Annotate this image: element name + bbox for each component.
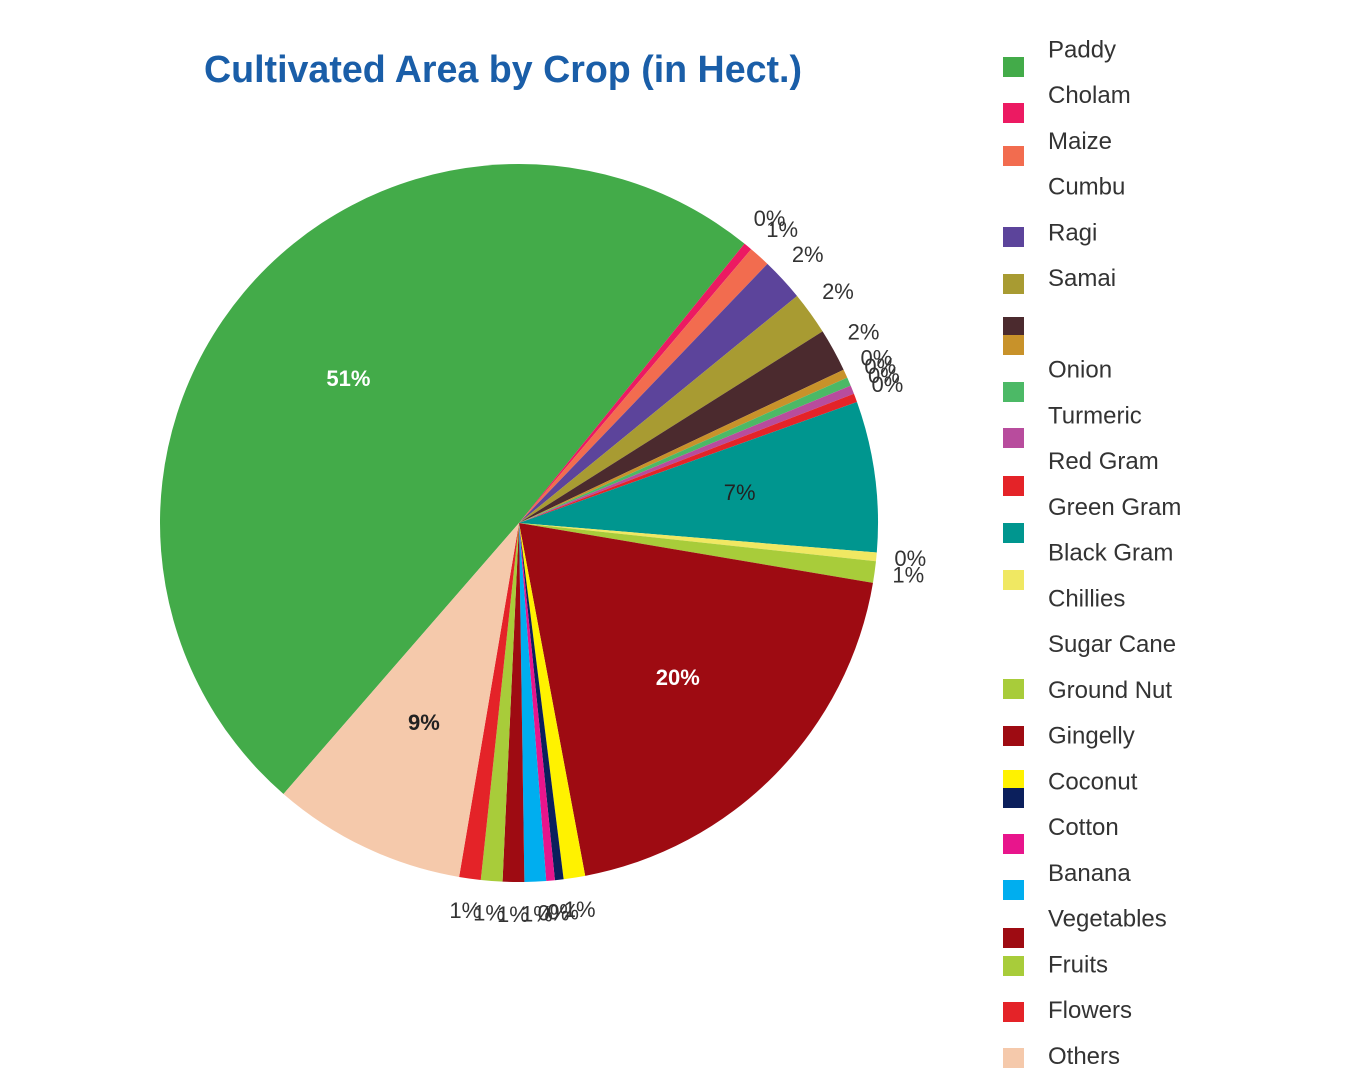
pie-slice xyxy=(519,385,854,523)
legend-swatch xyxy=(1003,57,1024,77)
legend-swatch xyxy=(1003,679,1024,699)
legend-swatch xyxy=(1003,1002,1024,1022)
legend-label: Cholam xyxy=(1048,82,1131,109)
pie-slice xyxy=(502,523,525,882)
pie-slice xyxy=(519,249,768,524)
pie-slice xyxy=(519,523,547,882)
data-label: 2% xyxy=(848,320,880,345)
legend-swatch xyxy=(1003,928,1024,948)
legend-label: Ragi xyxy=(1048,219,1097,246)
legend-label: Samai xyxy=(1048,265,1116,292)
legend-label: Ground Nut xyxy=(1048,677,1172,704)
legend-swatch xyxy=(1003,382,1024,402)
legend-label: Vegetables xyxy=(1048,906,1167,933)
pie-slice xyxy=(519,523,564,881)
legend-swatch xyxy=(1003,428,1024,448)
legend-swatch xyxy=(1003,1048,1024,1068)
legend-label: Chillies xyxy=(1048,585,1125,612)
pie-slice xyxy=(459,523,519,880)
data-label: 1% xyxy=(892,563,924,588)
pie-slice xyxy=(519,369,848,523)
data-label: 20% xyxy=(656,665,700,690)
legend-label: Cotton xyxy=(1048,814,1119,841)
pie-slice xyxy=(519,523,586,880)
pie-slice xyxy=(519,331,844,523)
legend-label: Paddy xyxy=(1048,36,1116,63)
pie-slice xyxy=(480,523,519,882)
data-label: 2% xyxy=(822,279,854,304)
data-label: 9% xyxy=(408,710,440,735)
data-label: 51% xyxy=(326,366,370,391)
legend-swatch xyxy=(1003,227,1024,247)
legend-label: Gingelly xyxy=(1048,723,1135,750)
data-label: 0% xyxy=(871,372,903,397)
data-label: 0% xyxy=(864,354,896,379)
data-label: 0% xyxy=(538,900,570,925)
pie-slice xyxy=(283,523,519,877)
pie-slice xyxy=(519,523,876,583)
pie-slice xyxy=(519,523,873,876)
legend-swatch xyxy=(1003,146,1024,166)
legend-swatch xyxy=(1003,726,1024,746)
pie-slice xyxy=(519,377,851,523)
legend-label: Flowers xyxy=(1048,997,1132,1024)
pie-slice xyxy=(519,263,798,523)
pie-slice xyxy=(160,164,745,794)
data-label: 1% xyxy=(449,898,481,923)
data-label: 1% xyxy=(564,897,596,922)
data-label: 1% xyxy=(473,901,505,926)
legend-label: Red Gram xyxy=(1048,448,1159,475)
legend-label: Cumbu xyxy=(1048,174,1125,201)
legend-swatch xyxy=(1003,103,1024,123)
pie-slice xyxy=(519,393,857,523)
legend-label: Fruits xyxy=(1048,951,1108,978)
pie-slice xyxy=(519,523,877,562)
legend-swatch xyxy=(1003,956,1024,976)
legend-swatch xyxy=(1003,788,1024,808)
legend-label: Green Gram xyxy=(1048,494,1181,521)
legend-swatch xyxy=(1003,523,1024,543)
data-label: 1% xyxy=(766,217,798,242)
pie-slice xyxy=(519,295,823,523)
legend-swatch xyxy=(1003,770,1024,790)
data-label: 2% xyxy=(792,242,824,267)
legend-label: Sugar Cane xyxy=(1048,631,1176,658)
data-label: 0% xyxy=(860,345,892,370)
data-label: 1% xyxy=(497,902,529,927)
legend-swatch xyxy=(1003,274,1024,294)
pie-slice xyxy=(519,243,752,523)
legend-swatch xyxy=(1003,570,1024,590)
legend-label: Turmeric xyxy=(1048,402,1142,429)
legend-swatch xyxy=(1003,335,1024,355)
data-label: 0% xyxy=(894,546,926,571)
data-label: 1% xyxy=(521,901,553,926)
data-label: 0% xyxy=(754,206,786,231)
legend-swatch xyxy=(1003,476,1024,496)
data-label: 0% xyxy=(868,363,900,388)
legend-swatch xyxy=(1003,317,1024,337)
pie-slice xyxy=(519,523,555,881)
legend-label: Onion xyxy=(1048,357,1112,384)
legend-label: Black Gram xyxy=(1048,540,1173,567)
legend-label: Others xyxy=(1048,1043,1120,1070)
chart-title: Cultivated Area by Crop (in Hect.) xyxy=(204,49,802,91)
data-label: 0% xyxy=(547,899,579,924)
legend-label: Coconut xyxy=(1048,768,1138,795)
legend-swatch xyxy=(1003,880,1024,900)
legend-label: Maize xyxy=(1048,128,1112,155)
pie-slice xyxy=(519,401,878,553)
legend-label: Banana xyxy=(1048,860,1131,887)
data-label: 7% xyxy=(724,480,756,505)
legend-swatch xyxy=(1003,834,1024,854)
